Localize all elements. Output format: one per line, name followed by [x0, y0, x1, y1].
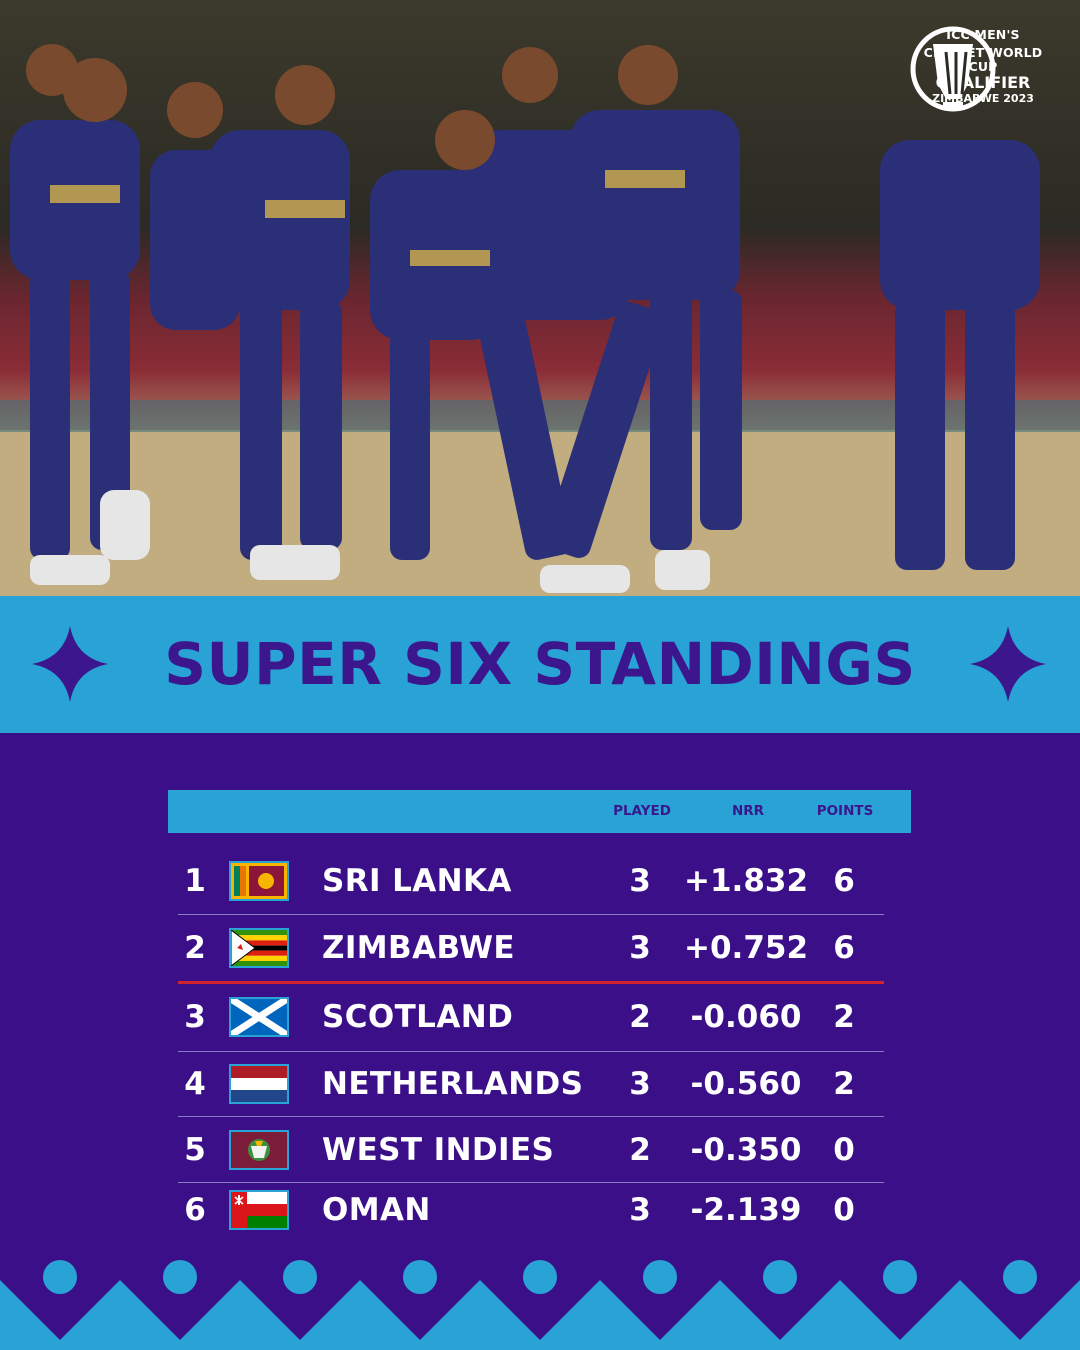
table-row: 4 NETHERLANDS 3 -0.560 2: [178, 1051, 884, 1117]
nrr-value: -2.139: [690, 1192, 802, 1228]
table-row: 2 ZIMBABWE 3 +0.752 6: [178, 915, 884, 981]
netherlands-flag-icon: [229, 1064, 289, 1104]
nrr-value: +1.832: [684, 863, 809, 899]
points-value: 6: [833, 863, 855, 899]
row-divider: [178, 1051, 884, 1052]
nrr-value: -0.350: [690, 1132, 802, 1168]
icc-cwc-qualifier-logo: ICC MEN'S CRICKET WORLD CUP QUALIFIER ZI…: [908, 24, 1058, 112]
team-celebration-photo: ICC MEN'S CRICKET WORLD CUP QUALIFIER ZI…: [0, 0, 1080, 596]
position: 4: [184, 1066, 206, 1102]
row-divider: [178, 1116, 884, 1117]
points-value: 0: [833, 1132, 855, 1168]
row-divider: [178, 914, 884, 915]
points-value: 2: [833, 1066, 855, 1102]
table-row: 1 SRI LANKA 3 +1.832 6: [178, 848, 884, 914]
team-name: WEST INDIES: [322, 1132, 555, 1168]
qualification-cutoff-line: [178, 981, 884, 984]
scotland-flag-icon: [229, 997, 289, 1037]
nrr-value: -0.060: [690, 999, 802, 1035]
page-title: SUPER SIX STANDINGS: [164, 630, 916, 698]
position: 3: [184, 999, 206, 1035]
bottom-zigzag-pattern: [0, 1260, 1080, 1350]
trophy-icon: [910, 26, 996, 112]
players-illustration: [0, 44, 1080, 596]
position: 6: [184, 1192, 206, 1228]
team-name: SRI LANKA: [322, 863, 512, 899]
column-header-nrr: NRR: [731, 803, 765, 819]
points-value: 6: [833, 930, 855, 966]
column-header-points: POINTS: [816, 803, 874, 819]
team-name: NETHERLANDS: [322, 1066, 584, 1102]
table-row: 6 OMAN 3 -2.139 0: [178, 1177, 884, 1243]
row-divider: [178, 1182, 884, 1183]
west-indies-flag-icon: [229, 1130, 289, 1170]
table-row: 3 SCOTLAND 2 -0.060 2: [178, 984, 884, 1050]
played-value: 2: [629, 999, 651, 1035]
played-value: 3: [629, 930, 651, 966]
team-name: OMAN: [322, 1192, 431, 1228]
table-row: 5 WEST INDIES 2 -0.350 0: [178, 1117, 884, 1183]
title-banner: SUPER SIX STANDINGS: [0, 596, 1080, 733]
position: 5: [184, 1132, 206, 1168]
star-ornament-icon: [32, 626, 108, 702]
played-value: 2: [629, 1132, 651, 1168]
played-value: 3: [629, 1192, 651, 1228]
played-value: 3: [629, 1066, 651, 1102]
star-ornament-icon: [970, 626, 1046, 702]
team-name: SCOTLAND: [322, 999, 514, 1035]
team-name: ZIMBABWE: [322, 930, 515, 966]
zimbabwe-flag-icon: [229, 928, 289, 968]
played-value: 3: [629, 863, 651, 899]
position: 1: [184, 863, 206, 899]
nrr-value: -0.560: [690, 1066, 802, 1102]
points-value: 0: [833, 1192, 855, 1228]
sri-lanka-flag-icon: [229, 861, 289, 901]
standings-table-header: PLAYED NRR POINTS: [168, 790, 911, 833]
column-header-played: PLAYED: [613, 803, 671, 819]
oman-flag-icon: [229, 1190, 289, 1230]
position: 2: [184, 930, 206, 966]
nrr-value: +0.752: [684, 930, 809, 966]
points-value: 2: [833, 999, 855, 1035]
